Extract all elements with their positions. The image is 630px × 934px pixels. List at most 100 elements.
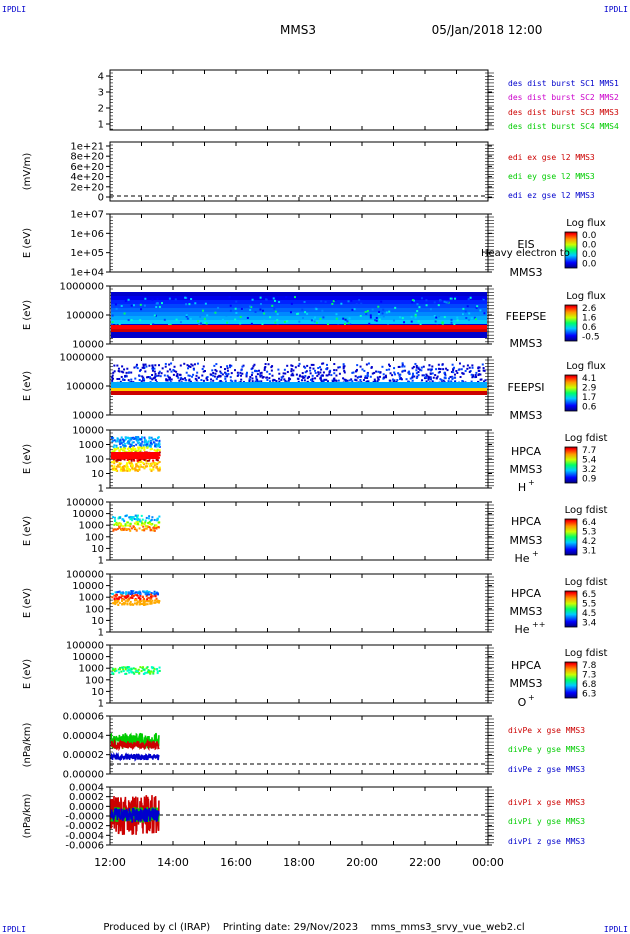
hpca-pixel-6 xyxy=(133,527,136,530)
hpca-pixel-5 xyxy=(115,440,118,443)
x-tick-label: 12:00 xyxy=(94,856,126,869)
feepsi-pixel xyxy=(297,377,300,380)
hpca-pixel-5 xyxy=(143,458,146,461)
feepse-pixel xyxy=(296,313,299,316)
hpca-pixel-5 xyxy=(123,458,126,461)
feepsi-pixel xyxy=(443,376,446,379)
hpca-pixel-6 xyxy=(116,527,119,530)
feepse-pixel xyxy=(259,308,262,311)
feepsi-pixel xyxy=(470,373,473,376)
feepsi-pixel xyxy=(172,368,175,371)
feepsi-pixel xyxy=(411,367,414,370)
feepsi-pixel xyxy=(142,378,145,381)
feepsi-pixel xyxy=(286,370,289,373)
feepsi-pixel xyxy=(290,374,293,377)
hpca-pixel-5 xyxy=(144,439,147,442)
feepse-pixel xyxy=(392,319,395,322)
feepsi-pixel xyxy=(348,379,351,382)
feepsi-pixel xyxy=(178,373,181,376)
hpca-pixel-5 xyxy=(140,458,143,461)
feepsi-pixel xyxy=(429,376,432,379)
feepse-pixel xyxy=(347,300,350,303)
hpca-pixel-8 xyxy=(121,666,124,669)
hpca-pixel-5 xyxy=(149,444,152,447)
feepsi-pixel xyxy=(399,377,402,380)
hpca-pixel-5 xyxy=(138,446,141,449)
feepsi-pixel xyxy=(424,376,427,379)
feepse-pixel xyxy=(375,316,378,319)
hpca-pixel-5 xyxy=(152,461,155,464)
feepsi-pixel xyxy=(408,373,411,376)
hpca-pixel-5 xyxy=(111,461,114,464)
colorbar-tick-label: -0.5 xyxy=(582,333,600,343)
legend-entry: divPi y gse MMS3 xyxy=(508,817,585,826)
hpca-pixel-5 xyxy=(132,444,135,447)
hpca-pixel-8 xyxy=(140,670,143,673)
hpca-pixel-5 xyxy=(158,468,161,471)
hpca-pixel-5 xyxy=(123,465,126,468)
feepsi-pixel xyxy=(367,380,370,383)
feepse-pixel xyxy=(259,303,262,306)
spacecraft-label: MMS3 xyxy=(510,534,543,547)
hpca-pixel-5 xyxy=(143,448,146,451)
feepsi-pixel xyxy=(230,372,233,375)
feepsi-pixel xyxy=(434,374,437,377)
hpca-pixel-8 xyxy=(145,667,148,670)
colorbar xyxy=(564,518,578,556)
feepsi-pixel xyxy=(454,376,457,379)
feepse-pixel xyxy=(435,316,438,319)
feepse-pixel xyxy=(130,304,133,307)
colorbar xyxy=(564,231,578,269)
feepsi-pixel xyxy=(351,380,354,383)
feepsi-pixel xyxy=(378,375,381,378)
feepse-pixel xyxy=(298,320,301,323)
hpca-pixel-5 xyxy=(123,445,126,448)
feepsi-pixel xyxy=(468,366,471,369)
hpca-pixel-5 xyxy=(129,443,132,446)
spacecraft-label: MMS3 xyxy=(510,677,543,690)
hpca-pixel-7 xyxy=(141,603,144,606)
hpca-pixel-5 xyxy=(139,449,142,452)
hpca-pixel-5 xyxy=(122,444,125,447)
feepse-pixel xyxy=(335,313,338,316)
feepsi-pixel xyxy=(440,379,443,382)
y-tick-label: -0.0004 xyxy=(65,831,104,842)
y-tick-label: 100000 xyxy=(66,641,104,652)
hpca-pixel-6 xyxy=(136,516,139,519)
feepsi-pixel xyxy=(438,370,441,373)
hpca-pixel-5 xyxy=(148,436,151,439)
feepsi-pixel xyxy=(286,364,289,367)
feepse-band xyxy=(111,308,487,312)
feepsi-pixel xyxy=(376,376,379,379)
hpca-pixel-7 xyxy=(157,593,160,596)
feepsi-pixel xyxy=(261,376,264,379)
feepsi-pixel xyxy=(397,372,400,375)
hpca-pixel-5 xyxy=(130,450,133,453)
hpca-pixel-7 xyxy=(121,599,124,602)
feepsi-pixel xyxy=(161,367,164,370)
hpca-pixel-6 xyxy=(120,524,123,527)
hpca-pixel-5 xyxy=(136,440,139,443)
feepsi-pixel xyxy=(294,366,297,369)
feepsi-pixel xyxy=(141,375,144,378)
hpca-pixel-7 xyxy=(140,600,143,603)
hpca-pixel-7 xyxy=(121,594,124,597)
feepsi-pixel xyxy=(333,379,336,382)
y-axis-label: E (eV) xyxy=(22,444,33,474)
feepse-pixel xyxy=(378,318,381,321)
feepse-pixel xyxy=(221,318,224,321)
hpca-pixel-7 xyxy=(135,599,138,602)
feepsi-pixel xyxy=(176,375,179,378)
feepsi-pixel xyxy=(230,364,233,367)
hpca-pixel-5 xyxy=(142,461,145,464)
y-tick-label: 10000 xyxy=(72,509,104,520)
panel-frame-7 xyxy=(109,573,489,633)
feepsi-pixel xyxy=(249,378,252,381)
hpca-pixel-5 xyxy=(158,439,161,442)
hpca-pixel-6 xyxy=(129,529,132,532)
feepsi-pixel xyxy=(354,375,357,378)
feepsi-pixel xyxy=(451,363,454,366)
feepse-pixel xyxy=(206,314,209,317)
y-tick-label: 100 xyxy=(85,455,104,466)
feepsi-pixel xyxy=(462,372,465,375)
